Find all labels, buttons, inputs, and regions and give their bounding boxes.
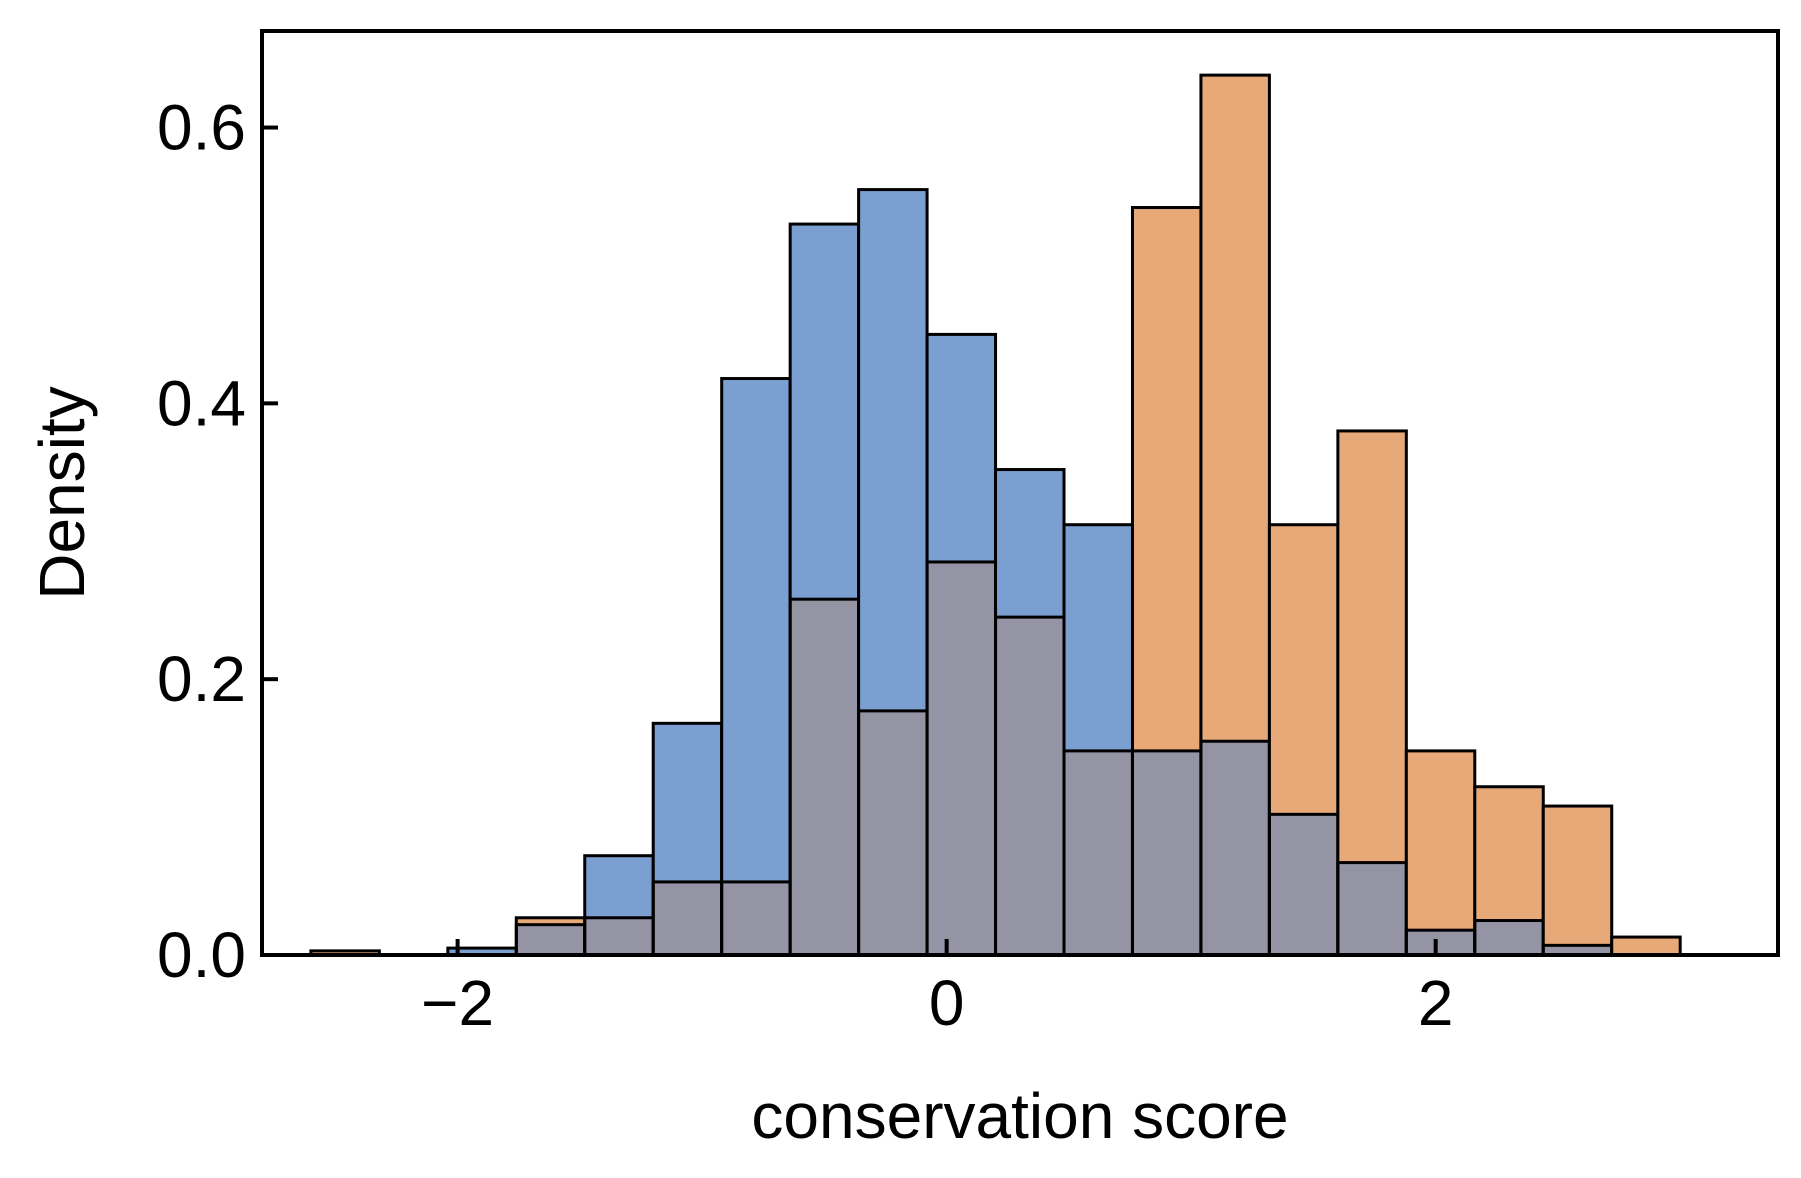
histogram-bar-overlap-4	[584, 917, 654, 955]
histogram-bar-series1-4	[584, 855, 654, 918]
plot-frame	[260, 29, 1780, 957]
histogram-bar-series2-18	[1543, 806, 1612, 946]
histogram-bar-overlap-10	[995, 617, 1065, 955]
y-tick-label: 0.4	[157, 367, 246, 439]
histogram-bar-series2-0	[310, 950, 380, 955]
histogram-bar-series2-16	[1406, 750, 1475, 931]
histogram-bar-overlap-3	[516, 924, 585, 955]
y-tick-label: 0.0	[157, 919, 246, 991]
histogram-bar-overlap-18	[1543, 945, 1612, 955]
histogram-bar-overlap-15	[1337, 862, 1407, 955]
histogram-bar-overlap-11	[1064, 750, 1133, 955]
x-tick-label: −2	[421, 967, 494, 1039]
histogram-bar-overlap-12	[1132, 750, 1201, 955]
histogram-bar-overlap-16	[1406, 930, 1475, 955]
histogram-bar-series2-3	[516, 917, 585, 925]
histogram-bar-overlap-6	[721, 881, 791, 955]
histogram-bar-series1-2	[447, 948, 517, 955]
histogram-bar-series1-8	[858, 189, 928, 711]
histogram-bar-series2-15	[1337, 430, 1407, 863]
y-axis-label: Density	[26, 386, 98, 599]
histogram-bar-series1-11	[1064, 524, 1133, 751]
histogram-bar-overlap-14	[1269, 814, 1338, 955]
histogram-bar-series2-17	[1474, 786, 1544, 921]
histogram-bar-series2-12	[1132, 207, 1201, 751]
histogram-bar-series1-9	[927, 334, 996, 562]
histogram-bar-series1-6	[721, 378, 791, 882]
histogram-bar-series1-7	[790, 224, 859, 600]
y-tick-label: 0.6	[157, 92, 246, 164]
y-tick-label: 0.2	[157, 643, 246, 715]
histogram-bar-overlap-9	[927, 561, 996, 955]
x-tick-label: 0	[929, 967, 965, 1039]
histogram-bar-overlap-17	[1474, 920, 1544, 955]
histogram-bar-series1-10	[995, 469, 1065, 618]
ticks-layer: −2 0 2 0.0 0.2 0.4 0.6	[157, 92, 1453, 1039]
histogram-bar-overlap-13	[1200, 741, 1270, 955]
x-axis-label: conservation score	[751, 1080, 1288, 1152]
histogram-bar-series1-5	[653, 723, 722, 882]
bars-layer	[309, 73, 1682, 957]
histogram-bar-series2-13	[1200, 75, 1270, 742]
x-tick-label: 2	[1418, 967, 1454, 1039]
histogram-bar-series2-19	[1611, 937, 1681, 955]
histogram-bar-overlap-5	[653, 881, 722, 955]
histogram-bar-series2-14	[1269, 524, 1338, 815]
histogram-bar-overlap-8	[858, 710, 928, 955]
histogram-bar-overlap-7	[790, 599, 859, 955]
